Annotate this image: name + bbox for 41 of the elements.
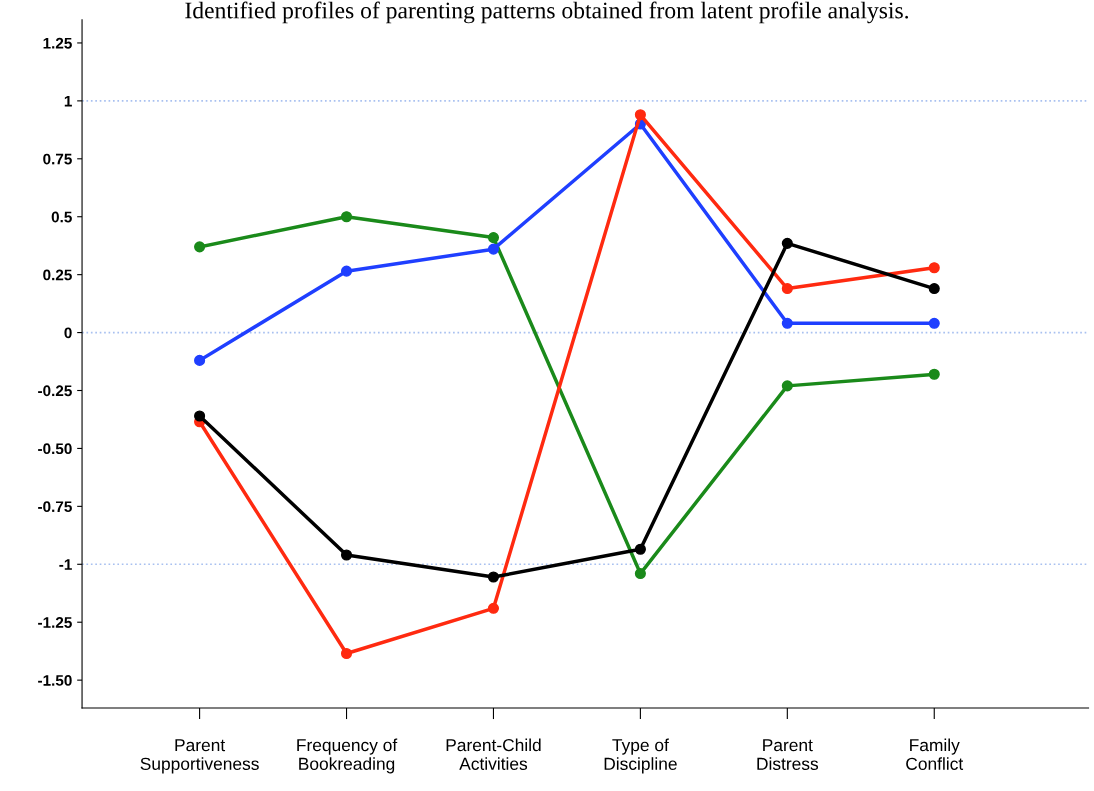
point [781,282,793,295]
point [781,317,793,329]
y-tick-label: 1.25 [43,37,72,49]
chart-title: Identified profiles of parenting patterns obtained from latent profile analysis. [185,1,909,24]
y-tick-label: 0.75 [43,153,72,165]
point [928,282,940,295]
point [487,243,500,255]
point [634,567,646,580]
y-tick-label: -0.75 [38,501,72,513]
point [634,109,646,121]
y-tick-label: 0.25 [43,269,72,281]
point [340,265,353,277]
point [487,602,500,614]
y-tick-label: -1.50 [38,675,72,686]
point [340,549,353,561]
point [928,262,940,274]
y-tick-label: 0.5 [51,211,72,223]
point [781,380,793,392]
point [340,211,353,223]
point [194,241,206,253]
point [194,410,206,422]
point [928,317,940,329]
x-tick-label: Parent-Child Activities [446,738,541,770]
y-tick-label: 1 [64,95,72,107]
point [928,368,940,380]
point [781,237,793,249]
point [634,543,646,555]
y-tick-label: -1 [59,559,72,570]
x-tick-label: Type of Discipline [604,738,677,774]
x-tick-label: Family Conflict [906,738,964,770]
x-tick-label: Parent Supportiveness [140,739,259,774]
point [487,232,500,244]
y-tick-label: -1.25 [38,617,72,628]
y-tick-label: -0.25 [38,385,72,397]
x-tick-label: Frequency of Bookreading [297,738,398,774]
point [487,571,500,583]
point [194,354,206,366]
y-tick-label: -0.50 [38,443,72,455]
y-tick-label: 0 [64,327,72,339]
point [340,647,353,660]
x-tick-label: Parent Distress [757,739,819,770]
